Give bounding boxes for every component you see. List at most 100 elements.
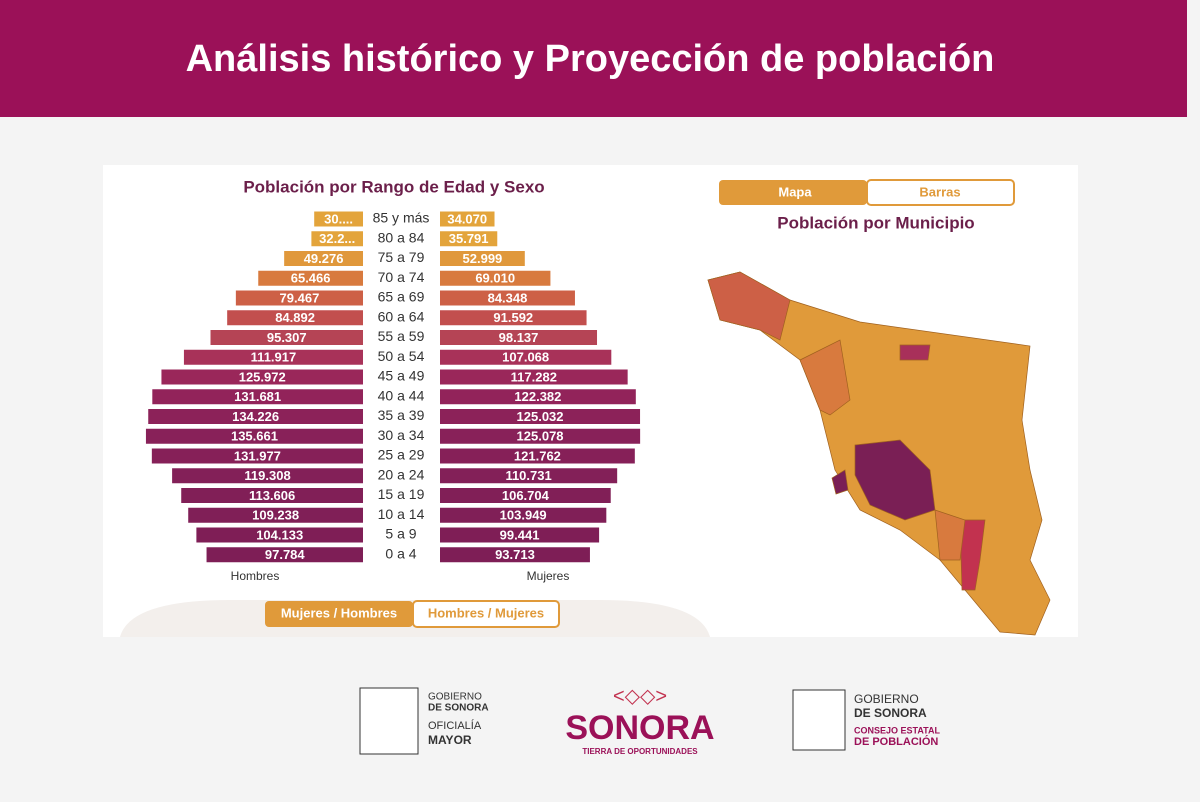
toggle-ratio[interactable] [412, 600, 560, 628]
coat-of-arms [359, 687, 419, 755]
value-label: 113.606 [249, 488, 295, 503]
age-label: 35 a 39 [378, 407, 425, 423]
value-label: 119.308 [244, 468, 290, 483]
value-label: 32.2... [319, 231, 355, 246]
age-label: 5 a 9 [385, 526, 416, 542]
logo-text: CONSEJO ESTATAL [854, 725, 941, 735]
bar [172, 468, 363, 484]
age-label: 80 a 84 [378, 229, 425, 245]
logo-oficialia: GOBIERNO DE SONORA OFICIALÍA MAYOR [359, 687, 489, 755]
toggle-label: Mapa [778, 184, 812, 199]
logo-text: OFICIALÍA [428, 719, 482, 732]
map-region [959, 519, 986, 591]
map [707, 271, 1051, 636]
age-label: 30 a 34 [378, 427, 425, 443]
map-title: Población por Municipio [777, 213, 974, 232]
bar [440, 448, 635, 464]
age-label: 50 a 54 [378, 348, 425, 364]
bar [440, 507, 607, 523]
value-label: 95.307 [267, 330, 307, 345]
value-label: 111.917 [251, 350, 297, 365]
value-label: 107.068 [502, 350, 549, 365]
bar [183, 349, 363, 365]
toggle-label: Barras [919, 184, 960, 199]
value-label: 103.949 [500, 508, 547, 523]
bar [181, 488, 363, 503]
bar [440, 527, 600, 543]
logo-text: GOBIERNO [854, 692, 919, 706]
age-label: 20 a 24 [378, 466, 425, 482]
bar [210, 330, 363, 345]
bar [440, 270, 551, 286]
bar [196, 527, 363, 543]
bar [311, 231, 363, 247]
age-label: 25 a 29 [378, 447, 425, 463]
logo-ornament: <◇◇> [613, 685, 667, 707]
value-label: 91.592 [493, 310, 533, 325]
age-label: 70 a 74 [378, 269, 425, 285]
bar [440, 349, 612, 365]
bar [235, 290, 363, 306]
bar [440, 231, 498, 247]
age-label: 40 a 44 [378, 387, 425, 403]
value-label: 122.382 [514, 389, 561, 404]
value-label: 69.010 [475, 271, 515, 286]
value-label: 109.238 [252, 508, 299, 523]
value-label: 135.661 [231, 429, 278, 444]
value-label: 104.133 [256, 527, 303, 542]
logo-text: GOBIERNO [428, 692, 482, 703]
map-region [799, 339, 851, 416]
bar [440, 310, 587, 326]
value-label: 110.731 [505, 468, 551, 483]
value-label: 49.276 [304, 251, 344, 266]
toggle-ratio-active[interactable] [265, 601, 413, 627]
bar [284, 251, 363, 266]
bar [440, 488, 611, 503]
chart-title: Población por Rango de Edad y Sexo [243, 177, 544, 196]
map-region [854, 439, 936, 521]
toggle-view[interactable] [866, 179, 1015, 206]
logo-coespo: GOBIERNO DE SONORA CONSEJO ESTATAL DE PO… [792, 689, 941, 751]
bar [314, 211, 363, 227]
map-region [831, 469, 849, 495]
value-label: 84.348 [488, 290, 528, 305]
bar [161, 369, 363, 385]
bar [152, 389, 363, 405]
age-label: 45 a 49 [378, 368, 425, 384]
legend-mujeres: Mujeres [527, 569, 570, 583]
value-label: 98.137 [499, 330, 539, 345]
value-label: 35.791 [449, 231, 489, 246]
value-label: 131.977 [234, 448, 281, 463]
logo-sonora: <◇◇> SONORA TIERRA DE OPORTUNIDADES [565, 685, 714, 756]
value-label: 34.070 [447, 211, 487, 226]
value-label: 79.467 [280, 290, 320, 305]
value-label: 99.441 [500, 527, 540, 542]
map-region [934, 509, 966, 561]
logo-text: SONORA [565, 709, 714, 747]
bar [440, 330, 598, 345]
age-label: 55 a 59 [378, 328, 425, 344]
logo-text: TIERRA DE OPORTUNIDADES [582, 747, 698, 756]
bar [440, 409, 641, 424]
logo-text: DE POBLACIÓN [854, 735, 938, 748]
page-title: Análisis histórico y Proyección de pobla… [186, 38, 995, 80]
value-label: 125.078 [517, 429, 564, 444]
bar [258, 270, 363, 286]
age-label: 0 a 4 [385, 545, 416, 561]
bar [440, 369, 628, 385]
map-region [899, 344, 931, 361]
bar [145, 428, 363, 444]
value-label: 30.... [324, 211, 353, 226]
bar [440, 468, 618, 484]
toggle-view-active[interactable] [719, 180, 867, 205]
bar [148, 409, 363, 424]
bar [440, 547, 590, 563]
age-label: 10 a 14 [378, 506, 425, 522]
value-label: 106.704 [502, 488, 550, 503]
age-label: 75 a 79 [378, 249, 425, 265]
value-label: 134.226 [232, 409, 279, 424]
value-label: 121.762 [514, 448, 561, 463]
value-label: 131.681 [234, 389, 281, 404]
value-label: 93.713 [495, 547, 535, 562]
